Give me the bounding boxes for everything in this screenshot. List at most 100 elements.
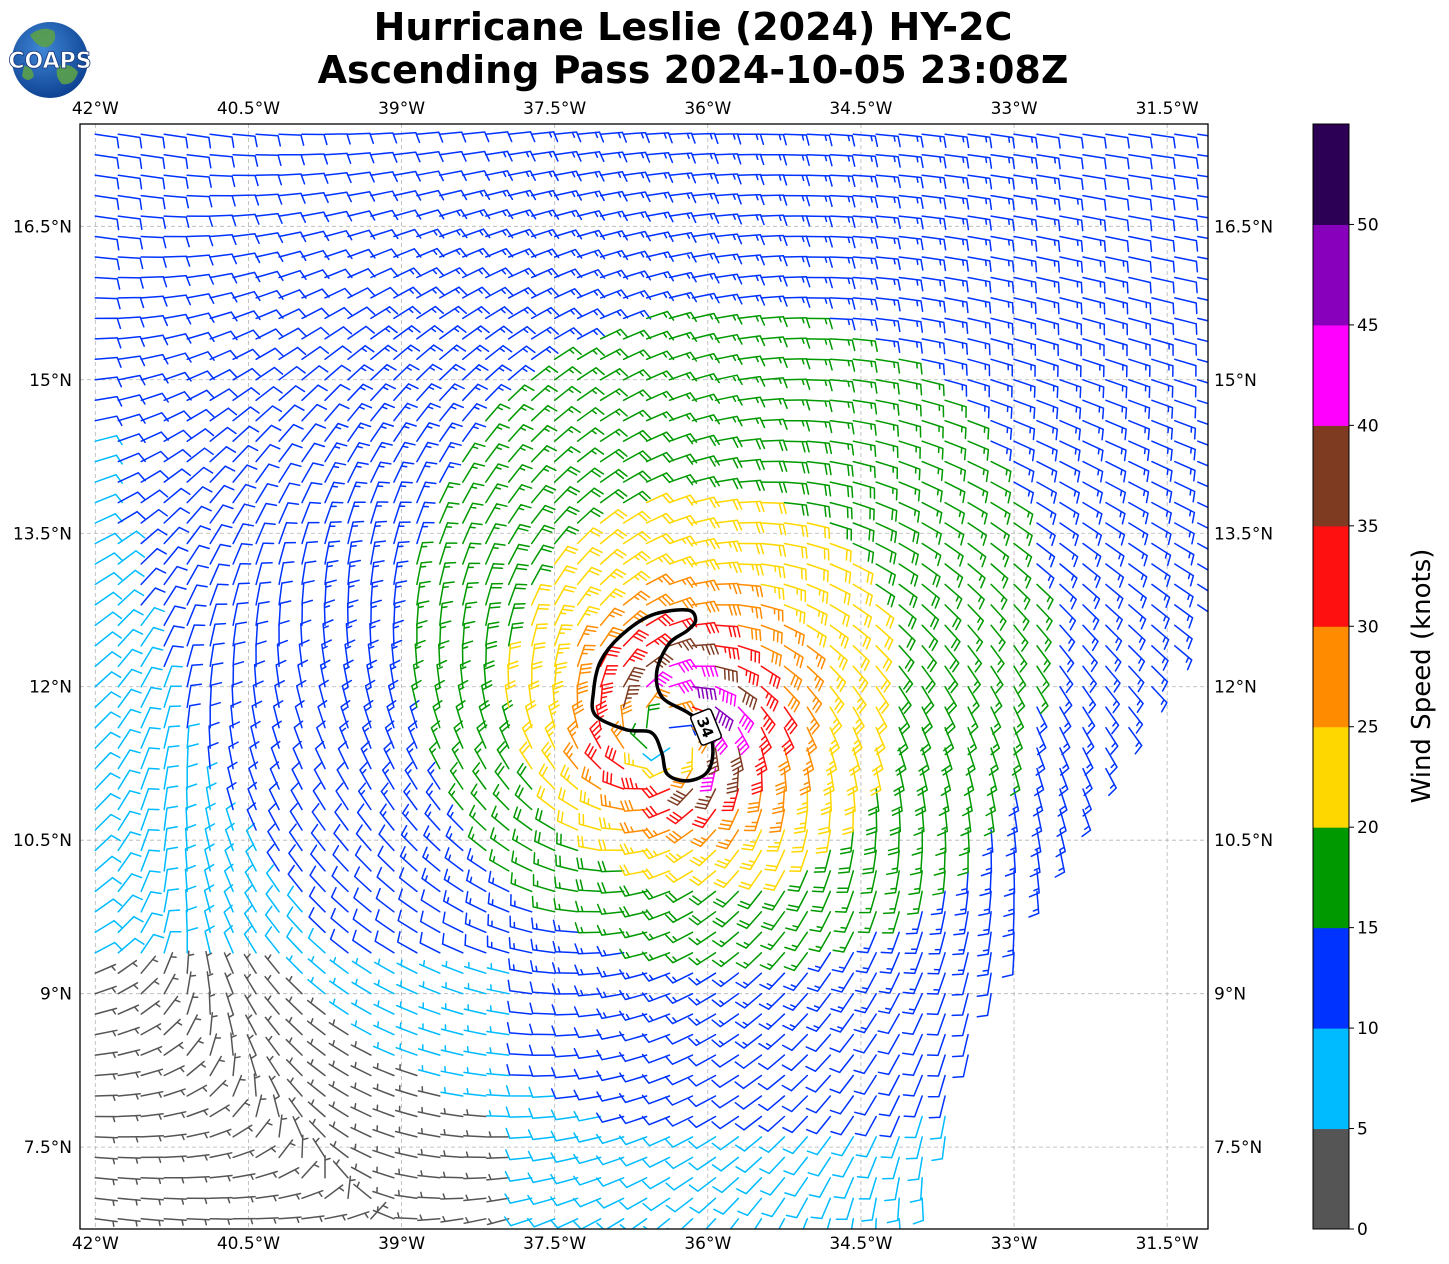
- wind-barb: [1058, 767, 1069, 797]
- wind-barb: [409, 700, 420, 729]
- wind-barb: [301, 599, 314, 627]
- wind-barb: [209, 407, 238, 422]
- wind-barb: [904, 931, 923, 955]
- wind-barb: [163, 255, 191, 267]
- wind-barb: [462, 581, 479, 606]
- wind-barb: [232, 153, 259, 167]
- wind-barb: [1005, 829, 1017, 857]
- wind-barb: [255, 581, 272, 606]
- wind-barb: [440, 1066, 464, 1077]
- wind-barb: [1036, 604, 1053, 631]
- wind-barb: [94, 571, 123, 586]
- wind-barb: [94, 793, 121, 811]
- wind-barb: [1001, 952, 1015, 978]
- wind-barb: [347, 442, 371, 463]
- wind-barb: [967, 338, 991, 356]
- wind-barb: [783, 665, 803, 691]
- wind-barb: [347, 287, 376, 299]
- wind-barb: [393, 402, 418, 422]
- wind-barb: [898, 542, 919, 566]
- wind-barb: [94, 651, 122, 668]
- wind-barb: [1128, 215, 1153, 232]
- wind-barb: [820, 788, 833, 816]
- wind-barb: [1082, 747, 1094, 776]
- wind-barb: [467, 826, 487, 852]
- wind-barb: [1011, 747, 1022, 776]
- wind-barb: [507, 464, 533, 483]
- wind-barb: [833, 911, 855, 933]
- wind-barb: [1105, 481, 1127, 504]
- wind-barb: [902, 992, 923, 1015]
- wind-barb: [576, 347, 605, 361]
- wind-barb: [285, 955, 303, 974]
- colorbar-bin: [1313, 827, 1349, 929]
- wind-barb: [393, 267, 422, 279]
- wind-barb: [1105, 747, 1118, 776]
- wind-barb: [1036, 174, 1061, 190]
- colorbar-label: Wind Speed (knots): [1407, 549, 1437, 804]
- wind-barb: [734, 1013, 763, 1029]
- wind-barb: [854, 992, 877, 1014]
- wind-barb: [393, 540, 410, 565]
- wind-barb: [967, 276, 992, 293]
- wind-barb: [324, 403, 350, 422]
- wind-barb: [852, 563, 874, 585]
- wind-barb: [908, 870, 923, 896]
- wind-barb: [462, 286, 491, 299]
- wind-barb: [510, 872, 533, 893]
- wind-barb: [1151, 563, 1171, 588]
- wind-barb: [645, 390, 675, 402]
- wind-barb: [443, 868, 464, 893]
- wind-barb: [507, 209, 537, 220]
- wind-barb: [286, 926, 303, 954]
- wind-barb: [386, 700, 397, 729]
- wind-barb: [232, 1217, 256, 1225]
- wind-barb: [829, 1074, 855, 1094]
- wind-barb: [831, 952, 855, 973]
- wind-barb: [599, 548, 627, 565]
- wind-barb: [117, 1114, 142, 1122]
- wind-barb: [553, 366, 582, 381]
- wind-barb: [352, 929, 372, 954]
- wind-barb: [163, 507, 191, 524]
- wind-barb: [94, 1177, 118, 1186]
- wind-barb: [416, 481, 437, 504]
- wind-barb: [875, 399, 900, 416]
- wind-barb: [853, 1054, 877, 1075]
- wind-barb: [1013, 522, 1033, 547]
- wind-barb: [278, 346, 307, 361]
- wind-barb: [255, 424, 282, 442]
- wind-barb: [225, 802, 236, 831]
- wind-barb: [232, 1149, 255, 1159]
- wind-barb: [507, 583, 528, 606]
- wind-barb: [324, 364, 352, 381]
- wind-barb: [576, 507, 604, 524]
- wind-barb: [806, 522, 831, 540]
- wind-barb: [553, 661, 568, 688]
- wind-barb: [714, 685, 737, 707]
- wind-barb: [599, 388, 628, 402]
- wind-barb: [553, 405, 582, 422]
- wind-barb: [760, 1177, 786, 1196]
- wind-barb: [1105, 767, 1117, 797]
- wind-barb: [1059, 317, 1083, 336]
- wind-barb: [1059, 747, 1070, 776]
- wind-barb: [278, 600, 292, 627]
- wind-barb: [393, 441, 416, 463]
- wind-barb: [1197, 379, 1208, 384]
- wind-barb: [324, 422, 349, 442]
- wind-barb: [783, 481, 810, 495]
- wind-barb: [944, 153, 970, 169]
- wind-barb: [596, 1091, 625, 1102]
- wind-barb: [370, 267, 399, 279]
- wind-barb: [884, 870, 900, 895]
- wind-barb: [324, 133, 351, 145]
- wind-barb: [664, 1013, 694, 1025]
- wind-barb: [944, 645, 960, 673]
- wind-barb: [688, 890, 717, 906]
- wind-barb: [463, 1217, 487, 1225]
- wind-barb: [255, 232, 284, 244]
- wind-barb: [529, 1023, 556, 1036]
- wind-barb: [808, 931, 832, 953]
- wind-barb: [140, 1090, 164, 1098]
